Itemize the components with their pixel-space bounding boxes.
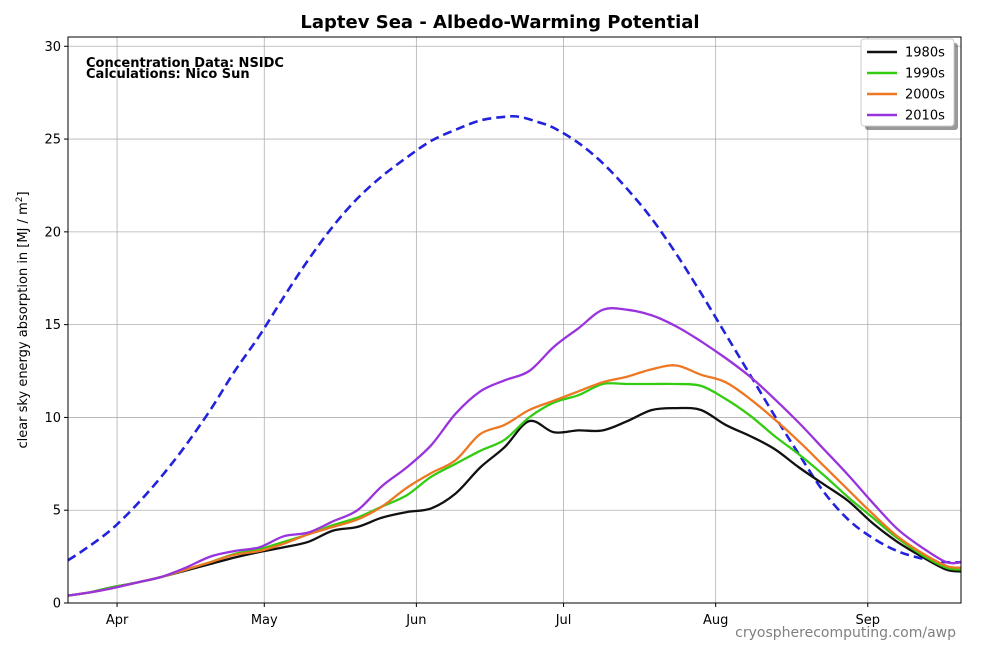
x-tick-label: Jul (555, 613, 572, 628)
y-tick-label: 0 (53, 597, 61, 612)
chart-title: Laptev Sea - Albedo-Warming Potential (300, 12, 699, 33)
x-tick-label: May (251, 613, 278, 628)
series-line-2010s (67, 307, 962, 597)
x-tick-label: Sep (856, 613, 881, 628)
grid (68, 37, 961, 604)
y-tick-label: 15 (44, 318, 61, 333)
y-tick-label: 30 (44, 40, 61, 55)
y-axis-label-superscript: 2 (15, 197, 25, 203)
legend: 1980s 1990s 2000s 2010s (860, 38, 958, 130)
series-line-2000s (67, 364, 962, 597)
y-axis-label-end: ] (16, 191, 31, 196)
x-axis: Apr May Jun Jul Aug Sep (106, 603, 880, 628)
watermark: cryospherecomputing.com/awp (735, 625, 956, 641)
x-tick-label: Aug (703, 613, 728, 628)
series-layer (67, 114, 962, 597)
max-potential-line (67, 114, 962, 564)
annotation-calculations: Calculations: Nico Sun (86, 67, 250, 82)
y-axis-label: clear sky energy absorption in [MJ / m2] (15, 191, 31, 448)
y-tick-label: 10 (44, 411, 61, 426)
legend-label-1980s: 1980s (905, 46, 945, 61)
legend-label-1990s: 1990s (905, 67, 945, 82)
legend-label-2010s: 2010s (905, 109, 945, 124)
y-axis-label-main: clear sky energy absorption in [MJ / m (16, 202, 31, 448)
legend-label-2000s: 2000s (905, 88, 945, 103)
annotation-source: Concentration Data: NSIDC (86, 56, 284, 71)
x-tick-label: Apr (106, 613, 129, 628)
legend-box (860, 38, 955, 127)
series-line-1980s (67, 406, 962, 597)
plot-frame (67, 36, 962, 604)
x-tick-label: Jun (405, 613, 426, 628)
y-tick-label: 20 (44, 225, 61, 240)
y-axis: 0 5 10 15 20 25 30 (44, 40, 68, 612)
y-tick-label: 25 (44, 133, 61, 148)
y-tick-label: 5 (53, 504, 61, 519)
